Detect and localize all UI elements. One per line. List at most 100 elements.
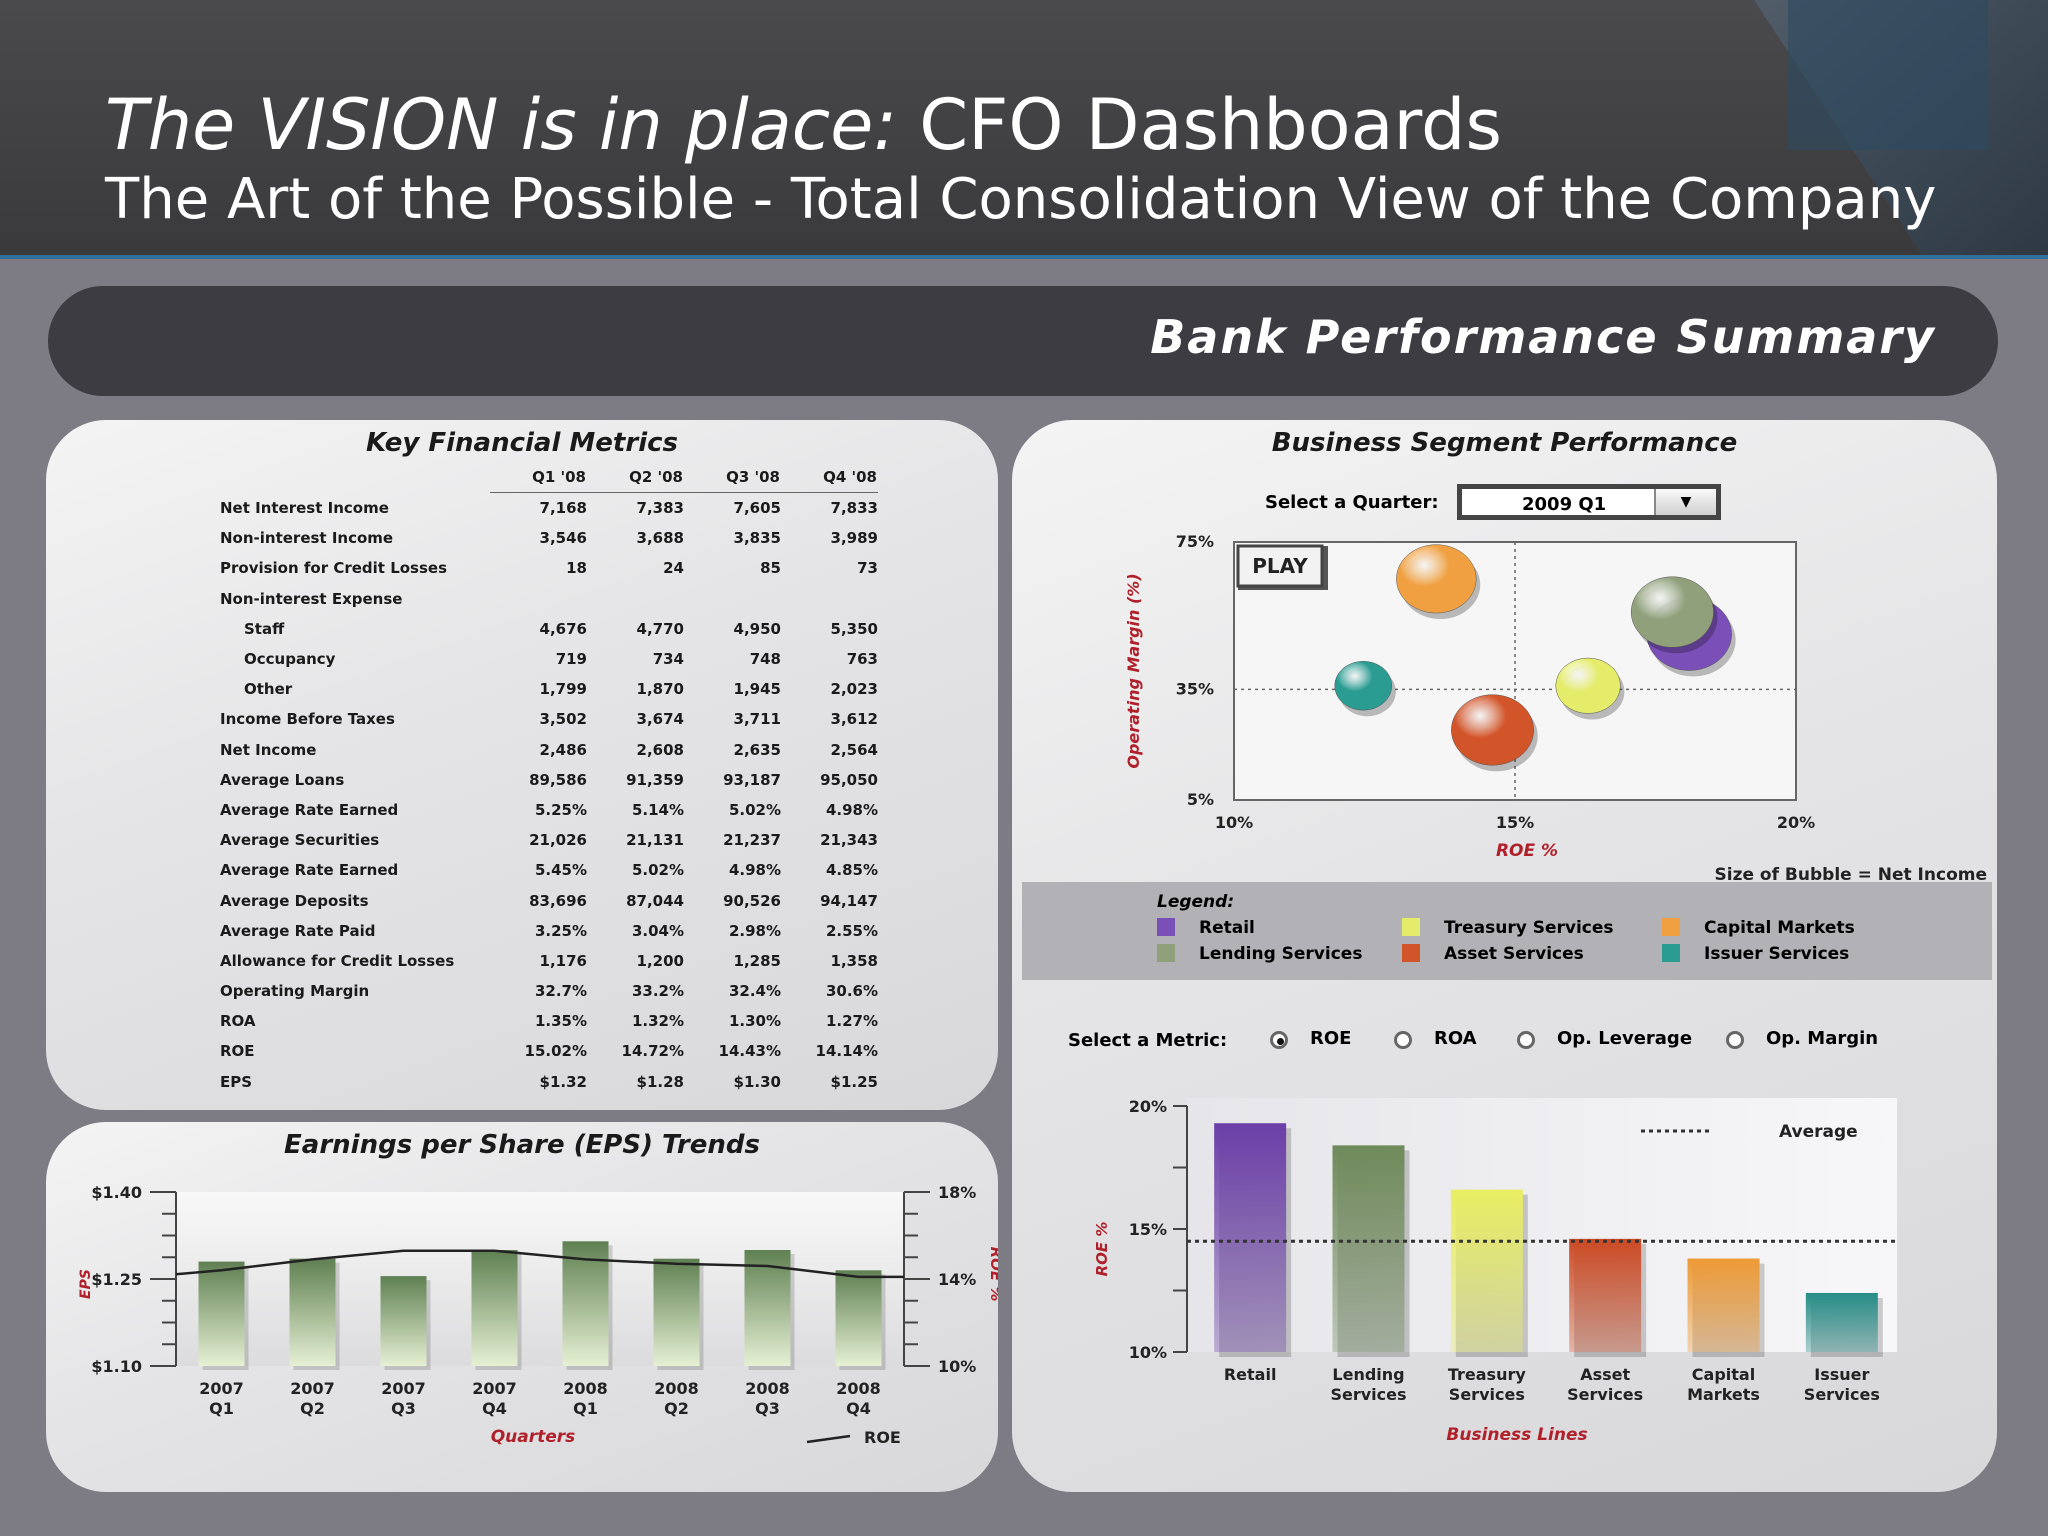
- table-row: Average Loans 89,586 91,359 93,187 95,050: [168, 765, 878, 795]
- table-row: Staff 4,676 4,770 4,950 5,350: [168, 614, 878, 644]
- table-row: ROE 15.02% 14.72% 14.43% 14.14%: [168, 1036, 878, 1066]
- roe-y-label: ROE %: [1093, 1222, 1111, 1277]
- row-label: Average Rate Paid: [220, 921, 376, 940]
- table-cell: 4,950: [733, 619, 781, 638]
- table-cell: 1.32%: [631, 1012, 684, 1031]
- table-cell: 3,989: [830, 529, 878, 548]
- table-cell: 24: [663, 559, 684, 578]
- table-cell: 3.25%: [534, 921, 587, 940]
- roe-category-label: Treasury: [1448, 1365, 1527, 1384]
- key-metrics-panel: Key Financial Metrics Q1 '08 Q2 '08 Q3 '08…: [46, 420, 998, 1110]
- roe-bar-chart: 20%15%10%ROE %Retail LendingServicesTreas…: [1093, 1097, 1897, 1445]
- table-cell: 763: [846, 650, 878, 669]
- legend-swatch: [1662, 918, 1680, 936]
- roe-category-label: Markets: [1687, 1385, 1760, 1404]
- eps-category-label: Q2: [664, 1399, 689, 1418]
- table-cell: 5.14%: [631, 800, 684, 819]
- table-cell: $1.28: [636, 1072, 684, 1091]
- eps-y2-tick: 18%: [938, 1183, 976, 1202]
- table-cell: 2.55%: [825, 921, 878, 940]
- roe-bar: [1805, 1292, 1878, 1352]
- table-row: Occupancy 719 734 748 763: [168, 644, 878, 674]
- table-cell: 83,696: [529, 891, 587, 910]
- table-cell: 87,044: [626, 891, 684, 910]
- roe-plot-area: [1187, 1098, 1897, 1352]
- table-cell: 5.45%: [534, 861, 587, 880]
- table-cell: 7,833: [830, 499, 878, 518]
- key-metrics-table: Q1 '08 Q2 '08 Q3 '08 Q4 '08 Net Interest In…: [168, 462, 878, 1097]
- bubble-x-label: ROE %: [1496, 841, 1558, 861]
- bubble-treasury-services[interactable]: [1555, 657, 1621, 714]
- table-row: Non-interest Expense: [168, 584, 878, 614]
- table-cell: 21,343: [820, 831, 878, 850]
- legend-item-lending-services: Lending Services: [1157, 944, 1362, 964]
- slide-title-main: CFO Dashboards: [919, 84, 1502, 166]
- table-row: Non-interest Income 3,546 3,688 3,835 3,989: [168, 523, 878, 553]
- metric-radio-roe[interactable]: ROE: [1270, 1028, 1351, 1049]
- row-label: Average Loans: [220, 770, 345, 789]
- eps-legend-label: ROE: [864, 1428, 901, 1447]
- bubble-capital-markets[interactable]: [1396, 544, 1477, 614]
- play-button-label: PLAY: [1252, 554, 1308, 578]
- table-row: Net Income 2,486 2,608 2,635 2,564: [168, 735, 878, 765]
- table-cell: 14.14%: [815, 1042, 878, 1061]
- eps-category-label: 2007: [472, 1379, 517, 1398]
- eps-category-label: 2007: [199, 1379, 244, 1398]
- roe-category-label: Services: [1804, 1385, 1880, 1404]
- metric-radio-op-leverage[interactable]: Op. Leverage: [1517, 1028, 1692, 1049]
- bubble-y-label: Operating Margin (%): [1124, 573, 1143, 768]
- segment-panel: Business Segment Performance Select a Qu…: [1012, 420, 1997, 1492]
- roe-y-tick: 20%: [1129, 1097, 1167, 1116]
- metric-radio-op-margin[interactable]: Op. Margin: [1726, 1028, 1878, 1049]
- row-label: ROE: [220, 1042, 255, 1061]
- row-label: Average Deposits: [220, 891, 369, 910]
- roe-category-label: Asset: [1580, 1365, 1630, 1384]
- radio-circle-icon[interactable]: [1517, 1031, 1535, 1049]
- roe-category-label: Services: [1330, 1385, 1406, 1404]
- quarter-select[interactable]: 2009 Q1 ▼: [1457, 484, 1721, 520]
- bubble-issuer-services[interactable]: [1334, 661, 1393, 711]
- radio-circle-icon[interactable]: [1726, 1031, 1744, 1049]
- table-cell: 14.72%: [621, 1042, 684, 1061]
- table-row: Provision for Credit Losses 18 24 85 73: [168, 553, 878, 583]
- eps-y-tick: $1.10: [91, 1357, 142, 1376]
- table-cell: [587, 584, 684, 614]
- bubble-y-tick: 5%: [1187, 790, 1214, 809]
- table-cell: 4.98%: [728, 861, 781, 880]
- roe-category-label: Capital: [1692, 1365, 1755, 1384]
- eps-bar: [653, 1258, 700, 1366]
- chevron-down-icon[interactable]: ▼: [1654, 489, 1716, 515]
- roe-legend-label: Average: [1779, 1122, 1858, 1142]
- table-cell: 21,237: [723, 831, 781, 850]
- radio-circle-icon[interactable]: [1394, 1031, 1412, 1049]
- eps-category-label: Q4: [846, 1399, 871, 1418]
- roe-bar: [1687, 1258, 1760, 1352]
- radio-label: Op. Leverage: [1557, 1028, 1693, 1049]
- roe-category-label: Lending: [1332, 1365, 1404, 1384]
- roe-category-label: Issuer: [1814, 1365, 1869, 1384]
- table-cell: 15.02%: [524, 1042, 587, 1061]
- metric-radio-roa[interactable]: ROA: [1394, 1028, 1477, 1049]
- bubble-lending-services[interactable]: [1630, 576, 1714, 648]
- table-cell: 2,486: [539, 740, 587, 759]
- bubble-asset-services[interactable]: [1451, 694, 1534, 766]
- table-cell: 1,945: [733, 680, 781, 699]
- table-cell: 21,026: [529, 831, 587, 850]
- table-cell: 3,612: [830, 710, 878, 729]
- eps-y-label: EPS: [78, 1269, 94, 1299]
- roe-bar: [1450, 1189, 1523, 1352]
- row-label: Operating Margin: [220, 982, 370, 1001]
- table-cell: $1.32: [539, 1072, 587, 1091]
- quarter-select-value: 2009 Q1: [1522, 494, 1607, 515]
- slide-title-italic: The VISION is in place:: [105, 84, 897, 166]
- radio-circle-icon[interactable]: [1270, 1031, 1288, 1049]
- table-row: Average Rate Paid 3.25% 3.04% 2.98% 2.55%: [168, 916, 878, 946]
- play-button[interactable]: [1236, 544, 1324, 588]
- eps-category-label: Q3: [391, 1399, 416, 1418]
- table-cell: 734: [652, 650, 684, 669]
- table-cell: 7,168: [539, 499, 587, 518]
- table-cell: 3,674: [636, 710, 684, 729]
- table-cell: 5.25%: [534, 800, 587, 819]
- legend-label: Retail: [1199, 918, 1255, 938]
- dashboard-banner: Bank Performance Summary: [48, 286, 1998, 396]
